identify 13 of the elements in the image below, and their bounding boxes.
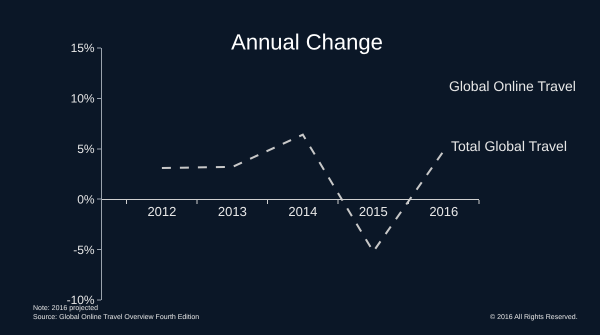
x-tick-label: 2013: [218, 204, 247, 219]
series-label: Total Global Travel: [451, 138, 567, 154]
x-tick-label: 2012: [147, 204, 176, 219]
y-tick-label: 5%: [77, 142, 95, 156]
x-tick-label: 2014: [288, 204, 318, 219]
annotation: Global Online Travel: [449, 78, 576, 94]
chart-title: Annual Change: [231, 30, 383, 55]
x-tick-label: 2015: [358, 204, 388, 219]
y-tick-label: 10%: [70, 92, 95, 106]
y-tick-label: 15%: [70, 41, 95, 56]
y-tick-label: 0%: [77, 192, 95, 206]
y-tick-label: -5%: [73, 242, 95, 257]
x-tick-label: 2016: [429, 204, 458, 219]
